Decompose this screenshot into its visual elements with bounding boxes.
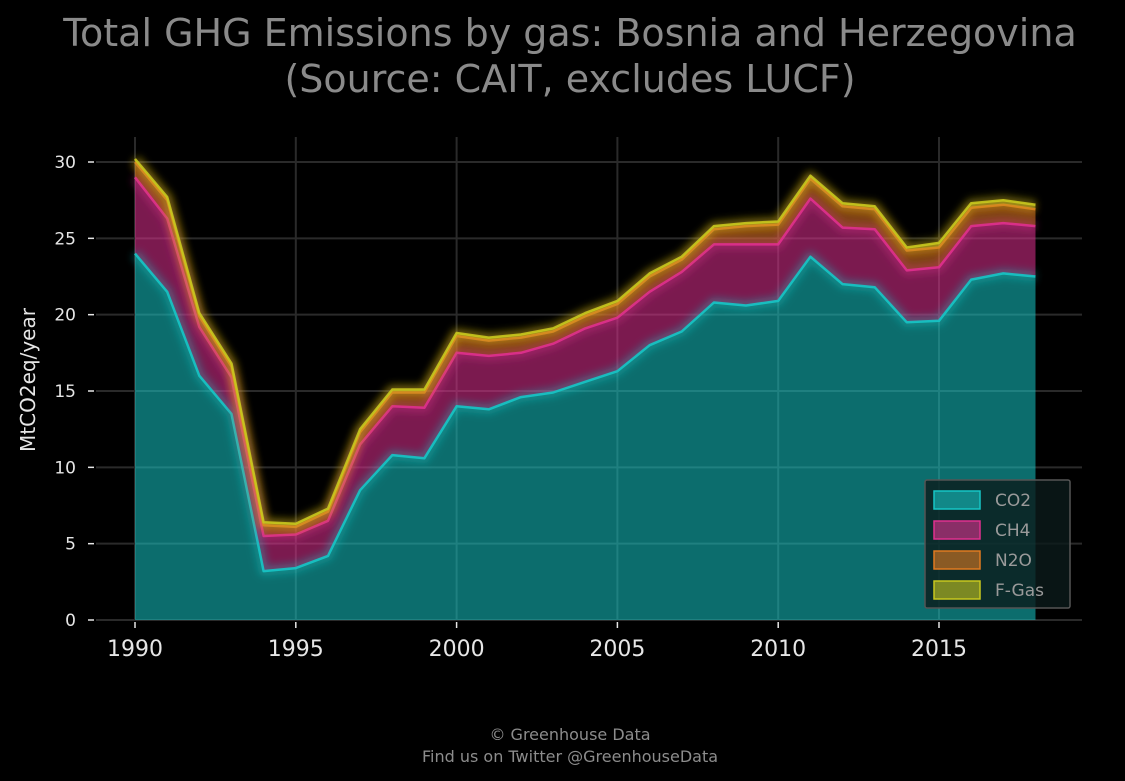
title-line-1: Total GHG Emissions by gas: Bosnia and H… <box>63 11 1077 55</box>
x-tick-label: 1995 <box>268 637 324 662</box>
chart-title: Total GHG Emissions by gas: Bosnia and H… <box>0 10 1125 102</box>
legend-swatch-n2o <box>933 550 981 570</box>
x-tick-label: 2005 <box>589 637 645 662</box>
area-co2 <box>135 253 1036 620</box>
stacked-areas <box>135 158 1036 620</box>
legend-swatch-co2 <box>933 490 981 510</box>
line-co2 <box>134 252 1036 573</box>
y-tick-label: 25 <box>54 229 76 249</box>
y-tick-label: 5 <box>65 535 76 555</box>
series-lines <box>131 155 1037 577</box>
x-tick-label: 2015 <box>911 637 967 662</box>
legend: CO2 CH4 N2O F-Gas <box>924 479 1071 609</box>
axes: 0 5 10 15 20 25 30 1990 1995 2000 2005 2010 2015 <box>54 153 967 662</box>
y-tick-label: 0 <box>65 611 76 631</box>
legend-swatch-f-gas <box>933 580 981 600</box>
footer-copyright: © Greenhouse Data <box>489 725 651 744</box>
line-f-gas <box>134 158 1036 526</box>
x-tick-label: 2000 <box>429 637 485 662</box>
area-ch4 <box>135 177 1036 572</box>
y-tick-label: 15 <box>54 382 76 402</box>
y-tick-label: 10 <box>54 458 76 478</box>
y-axis-label: MtCO2eq/year <box>16 307 40 452</box>
legend-box <box>924 479 1071 609</box>
line-ch4 <box>134 176 1036 538</box>
legend-label-co2: CO2 <box>995 491 1031 511</box>
y-tick-label: 30 <box>54 153 76 173</box>
legend-label-f-gas: F-Gas <box>995 581 1044 601</box>
footer: © Greenhouse Data Find us on Twitter @Gr… <box>0 724 1125 768</box>
legend-swatch-ch4 <box>933 520 981 540</box>
x-tick-label: 2010 <box>750 637 806 662</box>
title-line-2: (Source: CAIT, excludes LUCF) <box>284 57 856 101</box>
x-tick-label: 1990 <box>107 637 163 662</box>
legend-label-n2o: N2O <box>995 551 1032 571</box>
y-tick-label: 20 <box>54 306 76 326</box>
footer-twitter: Find us on Twitter @GreenhouseData <box>421 747 719 766</box>
legend-label-ch4: CH4 <box>995 521 1030 541</box>
